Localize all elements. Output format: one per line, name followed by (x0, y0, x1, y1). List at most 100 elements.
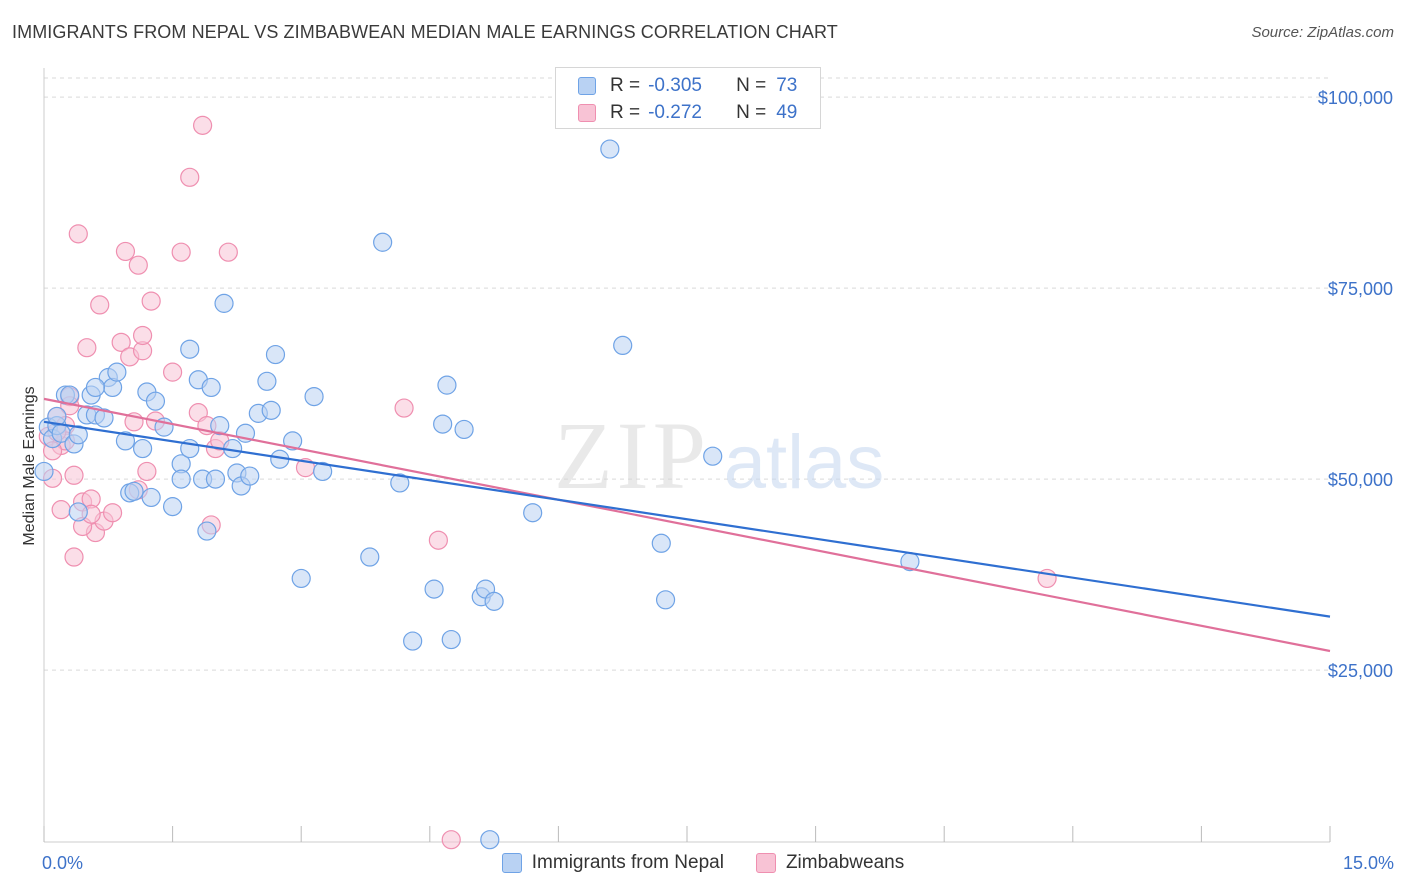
data-point (390, 473, 410, 493)
y-tick-label: $50,000 (1328, 470, 1393, 490)
data-point (360, 547, 380, 567)
legend-row-zimbabweans: R = -0.272 N = 49 (578, 101, 797, 125)
data-point (132, 438, 153, 459)
data-point (34, 461, 54, 482)
legend-r-value: -0.305 (648, 75, 702, 96)
legend-n-label: N = (736, 102, 767, 123)
data-point (218, 242, 238, 262)
data-point (68, 224, 88, 244)
y-tick-label: $25,000 (1328, 661, 1393, 681)
trend-lines (43, 397, 1331, 653)
data-point (171, 469, 191, 489)
data-point (77, 338, 97, 358)
data-point (210, 416, 230, 436)
data-point (394, 398, 414, 418)
data-point (454, 419, 474, 440)
series-zimbabweans-points (38, 115, 1057, 850)
data-point (205, 469, 226, 489)
data-point (115, 431, 136, 451)
legend-n-value: 73 (776, 75, 798, 96)
legend-n-value: 49 (776, 102, 798, 123)
data-point (145, 391, 166, 411)
data-point (102, 503, 123, 523)
data-point (85, 377, 106, 398)
data-point (655, 590, 676, 610)
y-axis-ticks: $25,000 $50,000 $75,000 $100,000 (1318, 88, 1393, 681)
data-point (197, 521, 217, 541)
y-axis-label: Median Male Earnings (21, 386, 38, 545)
data-point (257, 371, 277, 391)
legend-row-nepal: R = -0.305 N = 73 (578, 74, 797, 98)
data-point (124, 481, 144, 501)
data-point (373, 232, 393, 252)
chart-title: IMMIGRANTS FROM NEPAL VS ZIMBABWEAN MEDI… (12, 22, 838, 42)
data-point (424, 579, 444, 599)
legend-swatch-nepal (578, 77, 596, 95)
correlation-legend: R = -0.305 N = 73 R = -0.272 N = 49 (555, 67, 821, 129)
legend-item-nepal[interactable]: Immigrants from Nepal (501, 852, 724, 874)
data-point (128, 255, 148, 275)
legend-n-label: N = (736, 75, 767, 96)
data-point (480, 830, 500, 850)
data-point (193, 115, 213, 135)
data-point (141, 487, 161, 508)
data-point (651, 533, 671, 553)
data-point (163, 362, 183, 382)
data-point (94, 408, 114, 428)
data-point (265, 344, 286, 365)
data-point (313, 461, 333, 482)
data-point (441, 629, 461, 650)
x-tick-label: 0.0% (42, 853, 83, 873)
data-point (437, 375, 457, 395)
data-point (51, 500, 71, 520)
data-point (304, 386, 324, 407)
data-point (201, 377, 221, 398)
legend-swatch-zimbabweans (578, 104, 596, 122)
data-point (261, 400, 281, 420)
data-point (171, 242, 191, 262)
x-axis-ticks: 0.0% 15.0% (42, 853, 1394, 873)
watermark-atlas: atlas (724, 420, 885, 505)
data-point (433, 414, 453, 434)
x-tick-label: 15.0% (1343, 853, 1394, 873)
y-tick-label: $75,000 (1328, 279, 1393, 299)
watermark-zip: ZIP (554, 402, 710, 509)
data-point (47, 406, 67, 427)
data-point (64, 547, 84, 567)
data-point (441, 830, 461, 850)
legend-swatch-zimbabweans (755, 853, 776, 873)
legend-label-zimbabweans: Zimbabweans (785, 852, 905, 873)
data-point (180, 167, 200, 187)
data-point (163, 497, 183, 517)
data-point (64, 465, 84, 485)
data-point (60, 385, 80, 405)
source-credit: Source: ZipAtlas.com (1251, 24, 1394, 41)
legend-item-zimbabweans[interactable]: Zimbabweans (755, 852, 905, 874)
data-point (111, 332, 131, 352)
series-legend: Immigrants from Nepal Zimbabweans (0, 852, 1406, 874)
trend-line-zimbabweans (43, 397, 1331, 653)
data-point (523, 503, 543, 523)
data-point (403, 631, 423, 651)
data-point (107, 362, 127, 382)
trend-line-nepal (43, 420, 1331, 618)
data-point (137, 461, 157, 482)
legend-r-value: -0.272 (648, 102, 702, 123)
data-point (291, 568, 311, 589)
grid (44, 77, 1334, 671)
data-point (484, 591, 504, 611)
data-point (141, 291, 161, 311)
data-point (703, 446, 723, 466)
data-point (214, 293, 234, 313)
legend-swatch-nepal (501, 853, 522, 873)
series-nepal-points (34, 139, 920, 850)
data-point (600, 139, 620, 159)
data-point (613, 335, 633, 355)
legend-r-label: R = (610, 102, 641, 123)
data-point (283, 431, 303, 451)
data-point (240, 466, 260, 486)
legend-label-nepal: Immigrants from Nepal (531, 852, 724, 873)
data-point (428, 530, 448, 550)
data-point (115, 241, 136, 262)
